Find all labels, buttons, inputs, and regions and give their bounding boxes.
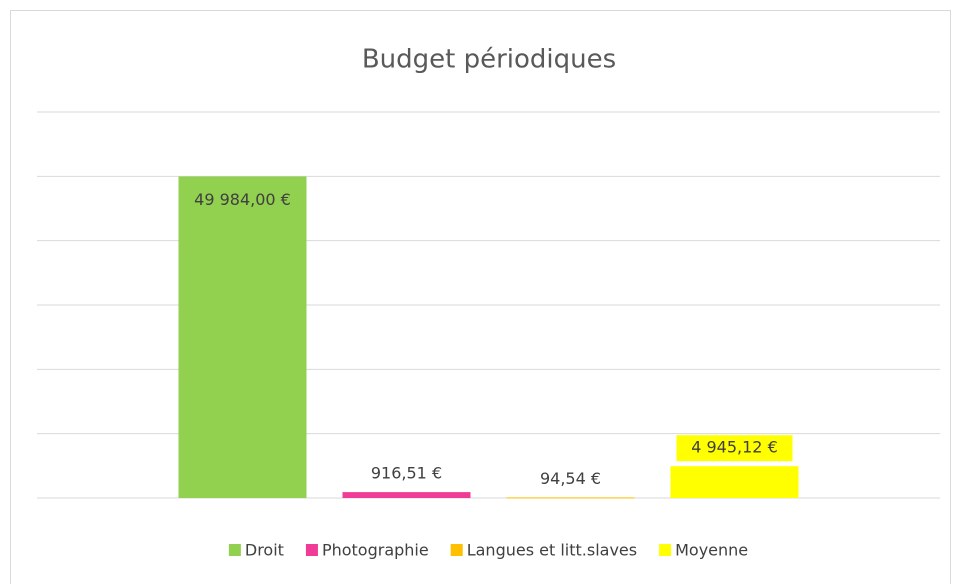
legend-swatch	[228, 544, 241, 556]
legend-label: Moyenne	[675, 541, 748, 560]
label-highlight	[676, 435, 793, 462]
legend-swatch	[305, 544, 318, 556]
legend-label: Langues et litt.slaves	[467, 541, 637, 560]
chart-title: Budget périodiques	[362, 45, 616, 75]
bar	[670, 466, 799, 498]
data-label: 94,54 €	[540, 469, 601, 488]
bar	[506, 497, 635, 499]
data-label: 916,51 €	[371, 464, 442, 483]
data-label: 49 984,00 €	[194, 190, 291, 209]
legend-label: Droit	[245, 541, 284, 560]
legend-swatch	[659, 544, 672, 556]
bar	[342, 492, 471, 498]
data-label: 4 945,12 €	[691, 438, 778, 457]
legend-swatch	[450, 544, 463, 556]
legend-label: Photographie	[322, 541, 429, 560]
bar	[178, 176, 307, 498]
